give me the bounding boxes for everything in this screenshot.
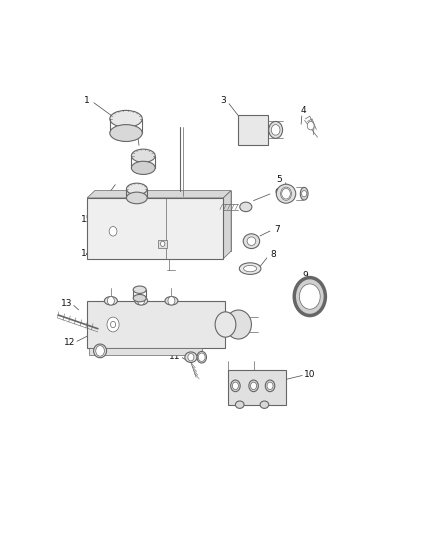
Ellipse shape (133, 286, 146, 293)
Circle shape (233, 382, 238, 390)
Text: 13: 13 (61, 299, 73, 308)
Bar (238, 115, 268, 145)
Circle shape (267, 382, 273, 390)
Ellipse shape (300, 284, 320, 309)
Text: 2: 2 (132, 117, 138, 126)
Ellipse shape (281, 187, 291, 200)
Ellipse shape (231, 380, 240, 392)
Circle shape (138, 296, 145, 305)
Ellipse shape (236, 401, 244, 408)
Text: 12: 12 (64, 338, 75, 348)
Circle shape (96, 345, 104, 356)
Text: 9: 9 (303, 271, 308, 280)
Ellipse shape (110, 110, 142, 127)
Ellipse shape (294, 278, 325, 316)
Text: 15: 15 (81, 214, 93, 223)
Text: 4: 4 (300, 107, 306, 116)
Text: 3: 3 (220, 96, 226, 105)
Polygon shape (87, 191, 231, 198)
Ellipse shape (239, 263, 261, 274)
Ellipse shape (276, 184, 296, 203)
Bar (158, 240, 167, 248)
Ellipse shape (260, 401, 269, 408)
Text: 5: 5 (277, 175, 283, 184)
Circle shape (251, 382, 257, 390)
Ellipse shape (244, 265, 257, 272)
Ellipse shape (269, 122, 283, 139)
Ellipse shape (300, 188, 308, 200)
Ellipse shape (185, 352, 197, 362)
Ellipse shape (127, 192, 147, 204)
Ellipse shape (134, 296, 148, 305)
Ellipse shape (247, 237, 256, 245)
Bar (228, 370, 286, 405)
Ellipse shape (165, 296, 178, 305)
Text: 1: 1 (84, 96, 90, 105)
Circle shape (282, 189, 290, 199)
Ellipse shape (243, 234, 260, 248)
Ellipse shape (131, 149, 155, 163)
Circle shape (307, 122, 314, 130)
Circle shape (107, 317, 119, 332)
Bar (89, 348, 202, 354)
Text: 8: 8 (270, 251, 276, 260)
Ellipse shape (265, 380, 275, 392)
Circle shape (109, 227, 117, 236)
Circle shape (198, 353, 205, 361)
Circle shape (107, 296, 114, 305)
Ellipse shape (110, 125, 142, 141)
Ellipse shape (133, 294, 146, 302)
Circle shape (302, 191, 307, 197)
Circle shape (168, 296, 175, 305)
Ellipse shape (104, 296, 117, 305)
Text: 7: 7 (275, 225, 280, 234)
Circle shape (271, 125, 280, 135)
Ellipse shape (127, 183, 147, 195)
Circle shape (188, 353, 194, 361)
Circle shape (161, 241, 165, 246)
Polygon shape (223, 191, 231, 259)
Ellipse shape (94, 344, 106, 358)
Polygon shape (95, 191, 231, 251)
Ellipse shape (249, 380, 258, 392)
Bar (87, 198, 223, 259)
Ellipse shape (131, 161, 155, 174)
Ellipse shape (197, 351, 206, 363)
Circle shape (215, 312, 236, 337)
Circle shape (110, 321, 116, 328)
Ellipse shape (240, 202, 252, 212)
Text: 10: 10 (304, 370, 315, 379)
Text: 6: 6 (275, 188, 280, 197)
Bar (87, 301, 226, 348)
Ellipse shape (226, 310, 251, 339)
Text: 11: 11 (169, 352, 180, 361)
Text: 14: 14 (81, 249, 93, 258)
